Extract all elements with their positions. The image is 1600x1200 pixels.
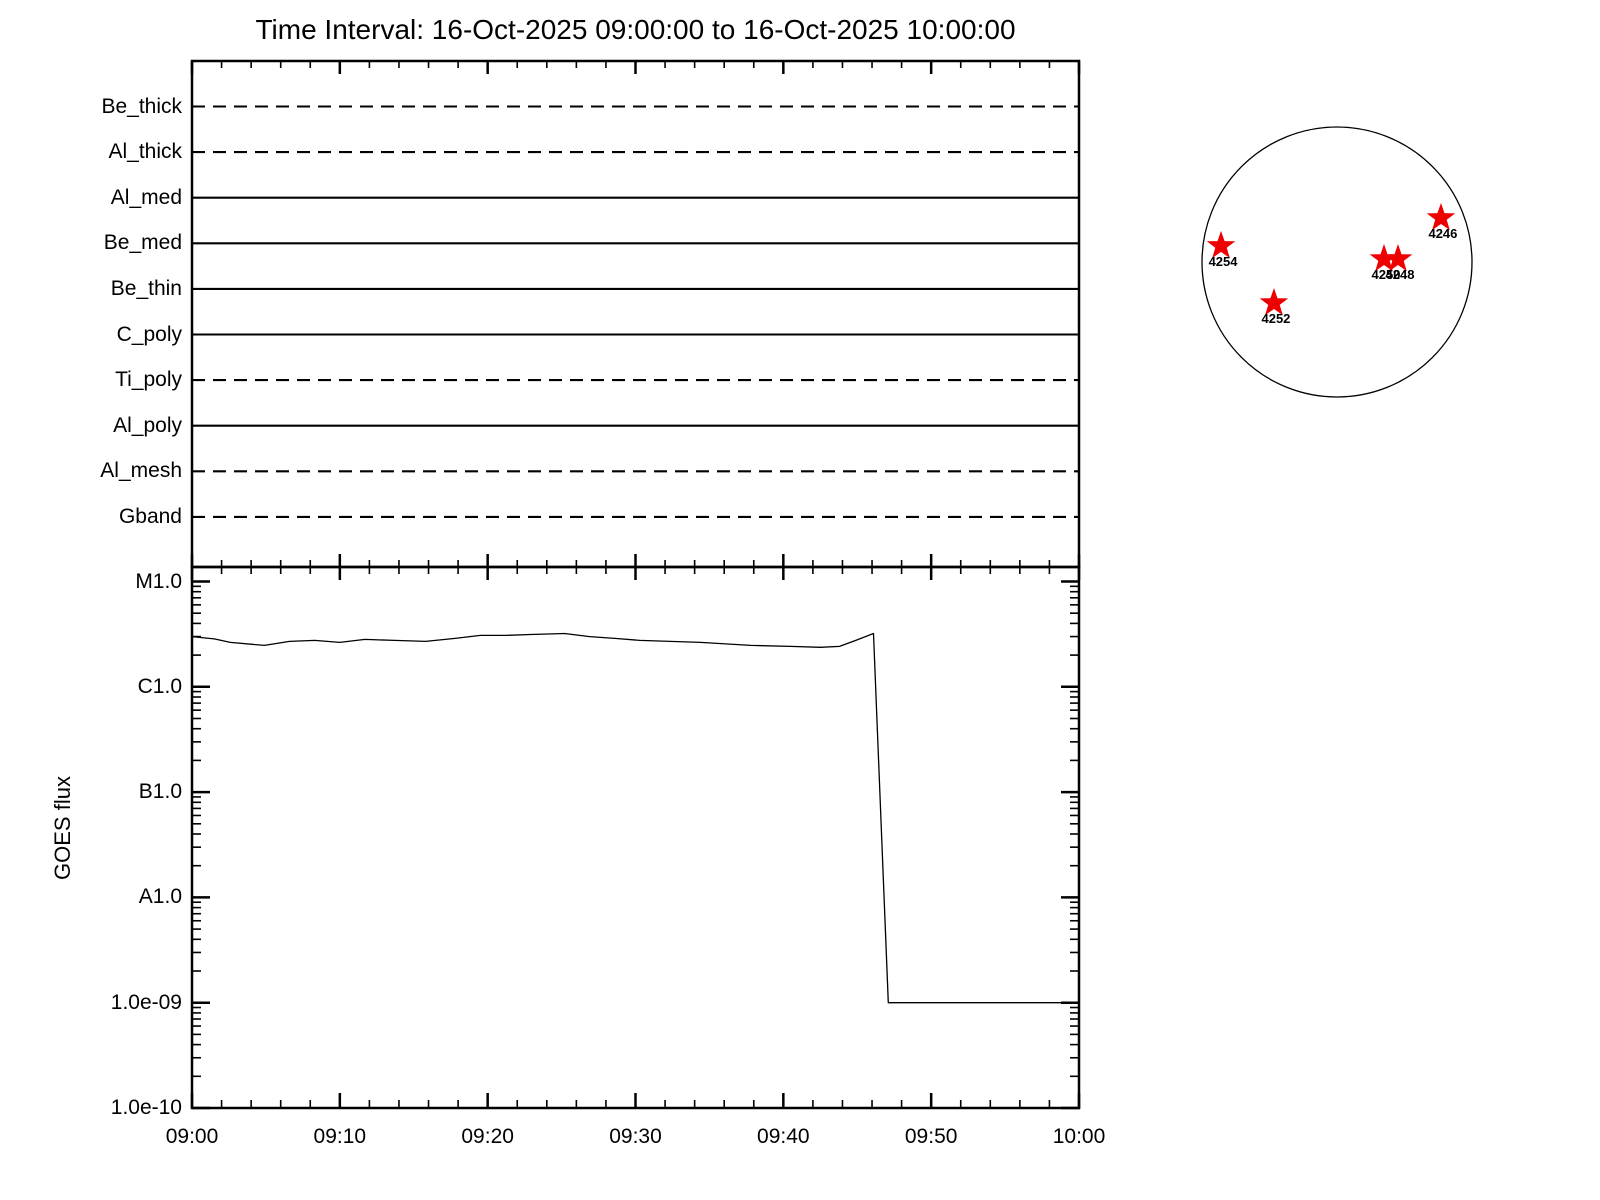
filter-label-Al_thick: Al_thick bbox=[108, 140, 182, 164]
ytick-label-A1.0: A1.0 bbox=[138, 885, 182, 909]
xtick-label-09:40: 09:40 bbox=[757, 1125, 810, 1148]
ytick-label-C1.0: C1.0 bbox=[137, 674, 182, 698]
filter-label-Al_mesh: Al_mesh bbox=[100, 459, 182, 483]
xtick-label-09:20: 09:20 bbox=[461, 1125, 514, 1148]
active-region-label-4248: 4248 bbox=[1385, 267, 1415, 283]
ytick-label-1.0e-10: 1.0e-10 bbox=[110, 1096, 182, 1119]
goes-panel-bottom-ticks bbox=[190, 1093, 1081, 1108]
xtick-label-09:00: 09:00 bbox=[165, 1125, 219, 1148]
goes-y-ticks bbox=[192, 580, 1079, 1110]
filter-panel-top-ticks bbox=[190, 61, 1081, 74]
filter-label-Be_thin: Be_thin bbox=[110, 276, 182, 300]
ytick-label-B1.0: B1.0 bbox=[138, 780, 182, 804]
solar-disk-outline bbox=[1201, 126, 1473, 398]
active-region-star-4248 bbox=[1383, 244, 1413, 272]
filter-panel-border bbox=[190, 59, 1081, 569]
active-region-label-4246: 4246 bbox=[1428, 225, 1458, 241]
filter-label-Al_med: Al_med bbox=[110, 185, 182, 209]
plot-title: Time Interval: 16-Oct-2025 09:00:00 to 1… bbox=[255, 14, 1016, 45]
goes-flux-curve bbox=[191, 632, 1079, 1004]
active-region-label-4252: 4252 bbox=[1261, 311, 1291, 327]
ytick-label-M1.0: M1.0 bbox=[135, 569, 182, 593]
xtick-label-09:10: 09:10 bbox=[313, 1125, 367, 1148]
xtick-label-10:00: 10:00 bbox=[1052, 1125, 1106, 1148]
filter-label-Gband: Gband bbox=[118, 504, 182, 528]
active-region-star-4246 bbox=[1426, 203, 1456, 231]
goes-panel-top-ticks bbox=[190, 567, 1081, 580]
filter-label-Be_med: Be_med bbox=[103, 231, 182, 255]
filter-panel-bottom-ticks bbox=[190, 554, 1081, 567]
xtick-label-09:50: 09:50 bbox=[904, 1125, 958, 1148]
xtick-label-09:30: 09:30 bbox=[609, 1125, 662, 1148]
goes-panel-border bbox=[190, 565, 1081, 1110]
filter-label-Al_poly: Al_poly bbox=[113, 413, 182, 437]
active-region-label-4254: 4254 bbox=[1208, 253, 1238, 269]
ytick-label-1.0e-09: 1.0e-09 bbox=[110, 990, 182, 1014]
filter-label-Ti_poly: Ti_poly bbox=[115, 368, 182, 392]
active-region-star-4254 bbox=[1206, 230, 1236, 259]
active-region-star-4252 bbox=[1259, 288, 1289, 316]
active-region-label-4250: 4250 bbox=[1371, 267, 1401, 283]
filter-label-Be_thick: Be_thick bbox=[101, 94, 182, 118]
filter-label-C_poly: C_poly bbox=[116, 322, 182, 346]
active-region-star-4250 bbox=[1369, 244, 1399, 272]
